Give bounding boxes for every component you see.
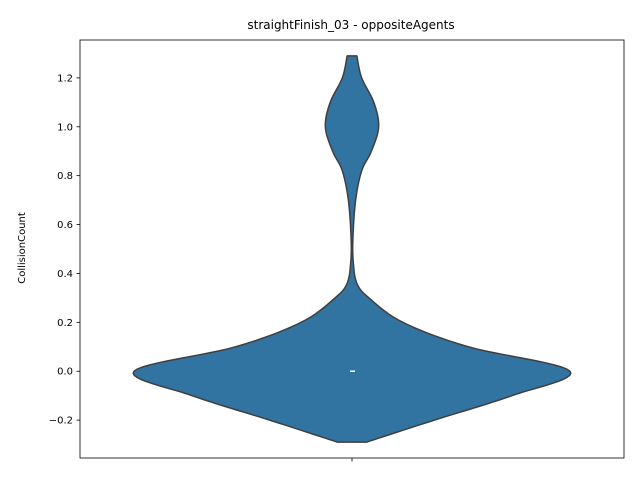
plot-area: [132, 55, 572, 443]
y-tick-label: 1.2: [57, 73, 73, 84]
y-tick-label: 0.8: [57, 171, 73, 182]
y-tick-label: 0.6: [57, 220, 73, 231]
y-tick-label: 1.0: [57, 122, 73, 133]
y-tick-label: 0.4: [57, 269, 73, 280]
y-axis-label: CollisionCount: [17, 212, 28, 284]
y-tick-label: 0.2: [57, 318, 73, 329]
y-tick-label: 0.0: [57, 367, 73, 378]
y-axis: −0.2 0.0 0.2 0.4 0.6 0.8 1.0 1.2: [49, 73, 80, 427]
chart-title: straightFinish_03 - oppositeAgents: [247, 18, 454, 32]
violin-body: [132, 55, 572, 443]
y-tick-label: −0.2: [49, 416, 73, 427]
